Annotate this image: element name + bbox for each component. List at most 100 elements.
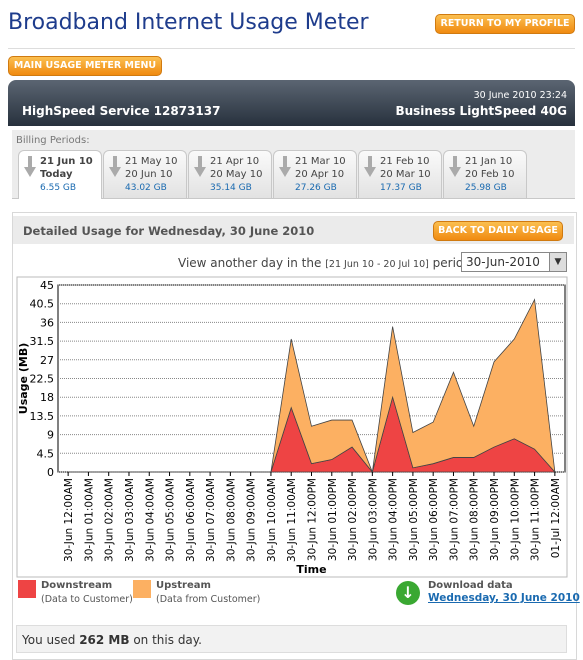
arrow-stem xyxy=(113,156,117,167)
period-end: 20 Apr 10 xyxy=(295,169,345,180)
period-start: 21 Apr 10 xyxy=(210,156,260,167)
period-usage: 17.37 GB xyxy=(380,183,422,193)
legend-swatch xyxy=(18,580,36,598)
x-tick-label: 30-Jun 10:00AM xyxy=(266,478,278,562)
period-tab[interactable]: 21 Jan 10 20 Feb 10 25.98 GB xyxy=(443,150,527,198)
x-tick-label: 30-Jun 06:00PM xyxy=(428,478,440,561)
datetime: 30 June 2010 23:24 xyxy=(473,90,567,101)
period-tab[interactable]: 21 Apr 10 20 May 10 35.14 GB xyxy=(188,150,272,198)
x-tick-label: 30-Jun 02:00AM xyxy=(104,478,116,562)
arrow-shape xyxy=(194,167,206,177)
detail-title: Detailed Usage for Wednesday, 30 June 20… xyxy=(23,224,315,238)
account-bar: 30 June 2010 23:24 HighSpeed Service 128… xyxy=(8,80,575,126)
x-axis-label: Time xyxy=(296,563,326,576)
period-start: 21 May 10 xyxy=(125,156,178,167)
plan: Business LightSpeed 40G xyxy=(395,104,567,118)
x-tick-label: 30-Jun 07:00PM xyxy=(448,478,460,561)
y-tick-label: 9 xyxy=(47,429,54,442)
period-end: 20 Feb 10 xyxy=(465,169,515,180)
legend-name: Upstream xyxy=(156,580,211,591)
x-tick-label: 30-Jun 10:00PM xyxy=(509,478,521,561)
period-tab[interactable]: 21 Mar 10 20 Apr 10 27.26 GB xyxy=(273,150,357,198)
x-tick-label: 30-Jun 05:00PM xyxy=(408,478,420,561)
x-tick-label: 30-Jun 08:00PM xyxy=(469,478,481,561)
period-start: 21 Jan 10 xyxy=(465,156,513,167)
arrow-shape xyxy=(449,167,461,177)
summary-suffix: on this day. xyxy=(133,633,202,647)
arrow-shape xyxy=(364,167,376,177)
period-usage: 35.14 GB xyxy=(210,183,252,193)
legend-description: (Data to Customer) xyxy=(41,594,133,605)
period-tab[interactable]: 21 Feb 10 20 Mar 10 17.37 GB xyxy=(358,150,442,198)
summary-prefix: You used xyxy=(22,633,76,647)
page-title: Broadband Internet Usage Meter xyxy=(8,10,369,35)
y-tick-label: 4.5 xyxy=(37,447,55,460)
y-tick-label: 13.5 xyxy=(30,410,55,423)
summary: You used 262 MB on this day. xyxy=(16,625,567,653)
period-end: Today xyxy=(40,169,73,180)
y-tick-label: 0 xyxy=(47,466,54,479)
x-tick-label: 30-Jun 04:00AM xyxy=(144,478,156,562)
legend-description: (Data from Customer) xyxy=(156,594,261,605)
period-end: 20 May 10 xyxy=(210,169,263,180)
x-tick-label: 30-Jun 04:00PM xyxy=(388,478,400,561)
x-tick-label: 30-Jun 03:00PM xyxy=(367,478,379,561)
download-label: Download data xyxy=(428,580,513,591)
chart: 0 4.5 9 13.5 18 22.5 27 31.5 36 40.5 45 30-Jun 12:0… xyxy=(16,276,568,578)
selected-day: 30-Jun-2010 xyxy=(466,255,540,269)
period-usage: 43.02 GB xyxy=(125,183,167,193)
x-tick-label: 30-Jun 07:00AM xyxy=(205,478,217,562)
download-icon[interactable]: ↓ xyxy=(396,581,420,605)
x-tick-label: 30-Jun 11:00PM xyxy=(530,478,542,561)
x-tick-label: 30-Jun 11:00AM xyxy=(286,478,298,562)
arrow-stem xyxy=(453,156,457,167)
x-tick-label: 30-Jun 09:00AM xyxy=(246,478,258,562)
x-tick-label: 30-Jun 08:00AM xyxy=(225,478,237,562)
legend-name: Downstream xyxy=(41,580,113,591)
back-button[interactable]: BACK TO DAILY USAGE xyxy=(433,221,563,241)
x-tick-label: 30-Jun 01:00PM xyxy=(327,478,339,561)
service: HighSpeed Service 12873137 xyxy=(22,104,221,118)
y-tick-label: 22.5 xyxy=(30,373,55,386)
x-tick-label: 30-Jun 05:00AM xyxy=(165,478,177,562)
period-tab[interactable]: 21 Jun 10 Today 6.55 GB xyxy=(18,150,102,199)
x-tick-label: 30-Jun 03:00AM xyxy=(124,478,136,562)
arrow-shape xyxy=(279,167,291,177)
day-select[interactable]: 30-Jun-2010 ▼ xyxy=(461,252,567,272)
y-tick-label: 40.5 xyxy=(30,298,55,311)
x-tick-label: 30-Jun 09:00PM xyxy=(489,478,501,561)
billing-label: Billing Periods: xyxy=(16,135,90,146)
x-tick-label: 30-Jun 06:00AM xyxy=(185,478,197,562)
period-usage: 6.55 GB xyxy=(40,183,77,193)
summary-amount: 262 MB xyxy=(79,633,130,647)
period-start: 21 Mar 10 xyxy=(295,156,346,167)
return-button[interactable]: RETURN TO MY PROFILE xyxy=(435,14,575,34)
view-prefix: View another day in the xyxy=(178,256,322,270)
period-start: 21 Jun 10 xyxy=(40,156,93,167)
arrow-stem xyxy=(368,156,372,167)
arrow-stem xyxy=(28,156,32,167)
download-link[interactable]: Wednesday, 30 June 2010 xyxy=(428,592,580,604)
period-end: 20 Mar 10 xyxy=(380,169,431,180)
y-tick-label: 45 xyxy=(40,279,54,292)
period-end: 20 Jun 10 xyxy=(125,169,173,180)
x-tick-label: 30-Jun 12:00AM xyxy=(63,478,75,562)
period-usage: 27.26 GB xyxy=(295,183,337,193)
y-axis-label: Usage (MB) xyxy=(17,343,30,414)
period-start: 21 Feb 10 xyxy=(380,156,430,167)
x-tick-label: 30-Jun 02:00PM xyxy=(347,478,359,561)
period-usage: 25.98 GB xyxy=(465,183,507,193)
divider xyxy=(8,48,575,49)
menu-button[interactable]: MAIN USAGE METER MENU xyxy=(8,56,162,76)
period-range: [21 Jun 10 - 20 Jul 10] xyxy=(325,259,429,270)
x-tick-label: 30-Jun 12:00PM xyxy=(307,478,319,561)
x-tick-label: 01-Jul 12:00AM xyxy=(550,478,562,558)
arrow-shape xyxy=(24,167,36,177)
period-tab[interactable]: 21 May 10 20 Jun 10 43.02 GB xyxy=(103,150,187,198)
arrow-stem xyxy=(198,156,202,167)
legend-swatch xyxy=(133,580,151,598)
arrow-shape xyxy=(109,167,121,177)
y-tick-label: 36 xyxy=(40,316,54,329)
x-tick-label: 30-Jun 01:00AM xyxy=(83,478,95,562)
